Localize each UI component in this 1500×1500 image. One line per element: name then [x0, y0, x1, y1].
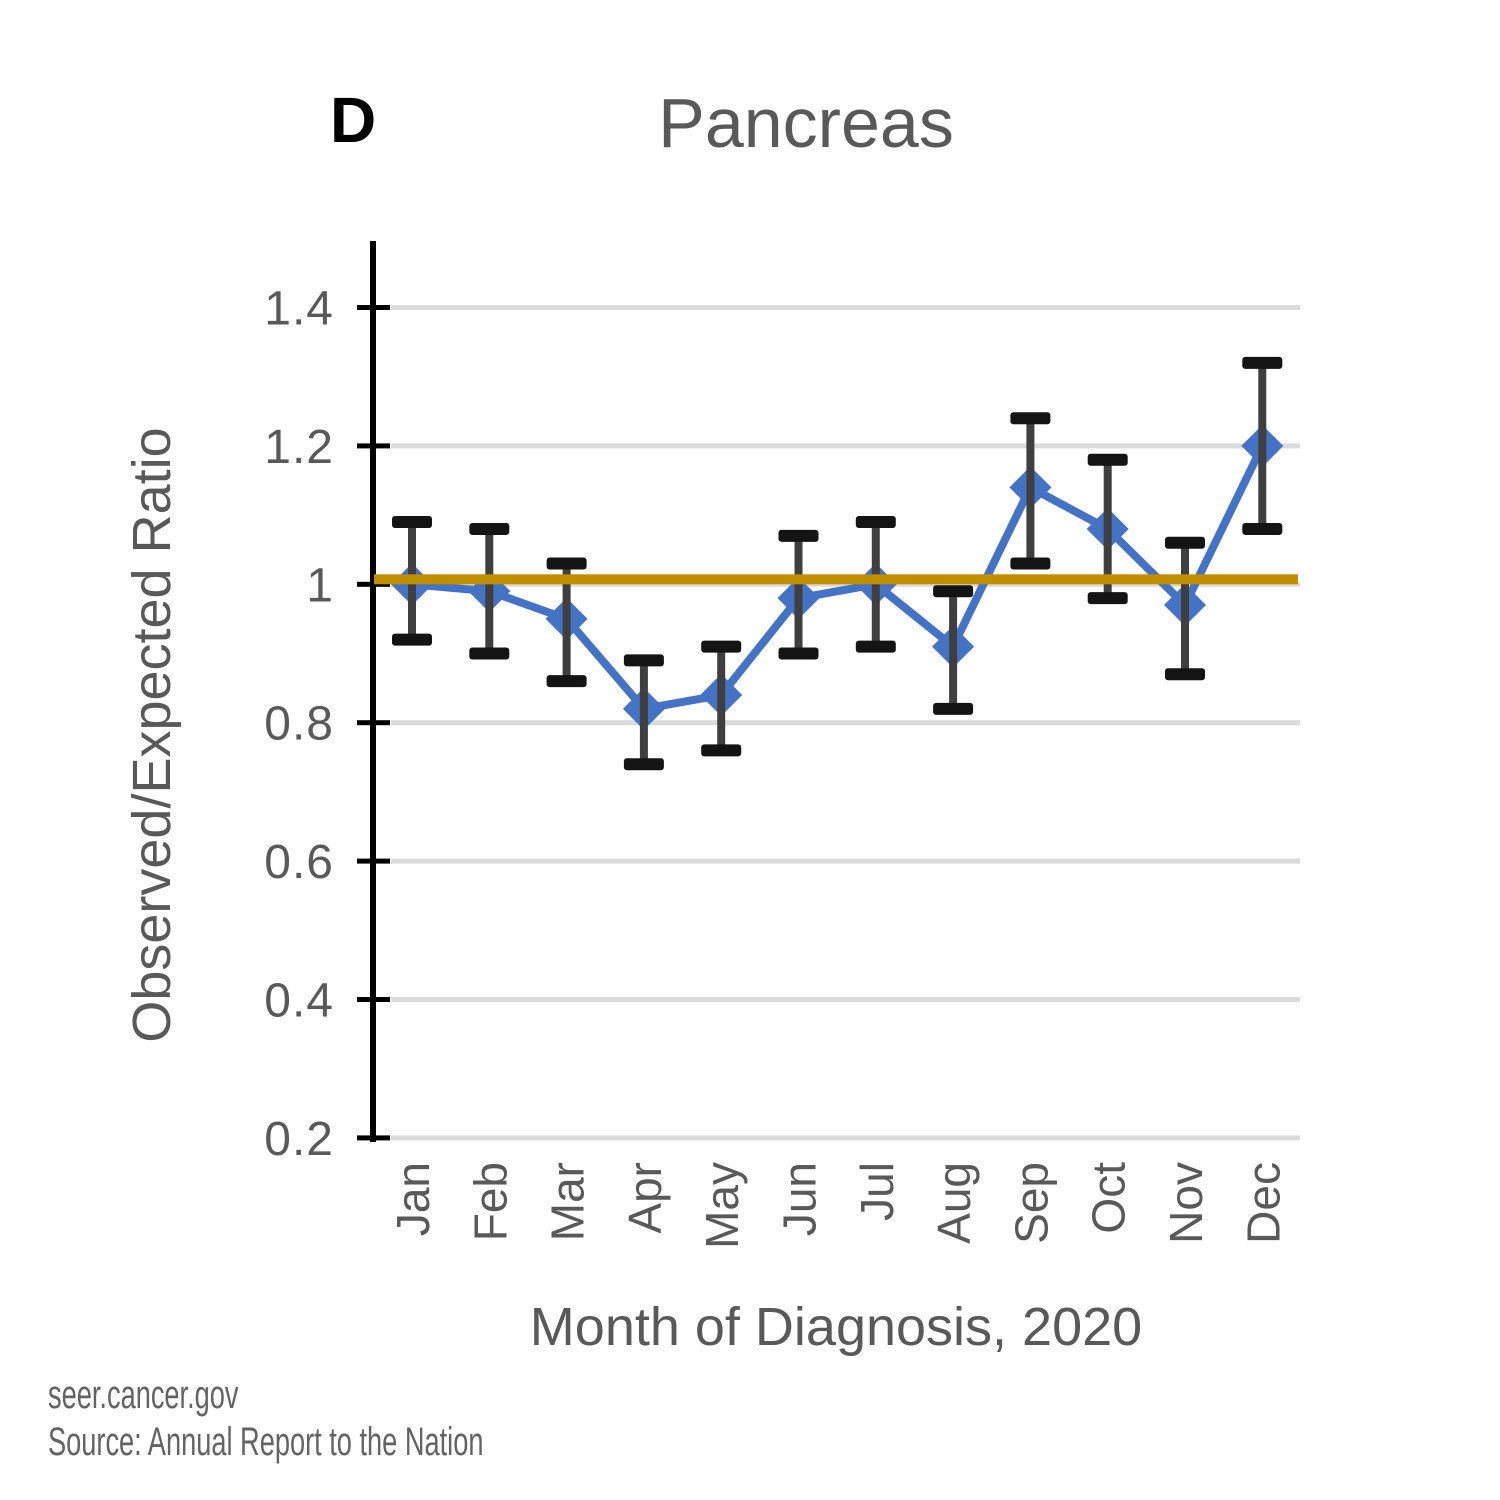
- y-axis-line: [370, 241, 376, 1142]
- y-tick-label: 0.2: [264, 1113, 334, 1166]
- error-bar-dec: [1258, 362, 1267, 529]
- y-axis-tick: [357, 581, 390, 587]
- x-tick-label: Jun: [774, 1162, 826, 1236]
- y-tick-label: 0.6: [264, 836, 334, 889]
- error-bar-cap: [1242, 356, 1283, 369]
- gridline: [391, 305, 1300, 310]
- error-bar-cap: [701, 640, 742, 653]
- y-axis-tick: [357, 858, 390, 864]
- x-axis-title: Month of Diagnosis, 2020: [529, 1297, 1143, 1357]
- y-axis-tick: [357, 1135, 390, 1141]
- error-bar-jul: [871, 522, 880, 647]
- y-axis-tick: [357, 443, 390, 449]
- error-bar-cap: [623, 654, 664, 667]
- error-bar-mar: [562, 563, 571, 682]
- error-bar-cap: [1165, 668, 1205, 681]
- x-tick-label: Aug: [928, 1162, 980, 1244]
- error-bar-apr: [639, 660, 648, 765]
- error-bar-cap: [855, 640, 896, 653]
- error-bar-cap: [701, 744, 742, 757]
- x-tick-label: Sep: [1005, 1162, 1057, 1244]
- error-bar-cap: [855, 516, 896, 529]
- error-bar-cap: [1010, 412, 1051, 425]
- error-bar-cap: [469, 647, 510, 660]
- error-bar-nov: [1181, 542, 1189, 675]
- error-bar-cap: [778, 529, 819, 542]
- footer-site-url: seer.cancer.gov: [48, 1373, 239, 1417]
- error-bar-may: [717, 646, 726, 751]
- reference-line: [374, 574, 1298, 585]
- error-bar-cap: [1087, 592, 1128, 605]
- error-bar-cap: [1242, 522, 1283, 535]
- y-axis-tick: [357, 720, 390, 726]
- error-bar-oct: [1103, 459, 1112, 599]
- error-bar-cap: [392, 516, 432, 529]
- y-axis-tick: [357, 997, 390, 1002]
- gridline: [391, 858, 1300, 864]
- error-bar-cap: [1087, 453, 1128, 466]
- error-bar-jun: [794, 535, 803, 654]
- error-bar-cap: [1165, 536, 1205, 549]
- x-tick-label: Jan: [387, 1162, 439, 1236]
- y-tick-label: 1: [306, 559, 334, 612]
- error-bar-cap: [623, 758, 664, 771]
- x-tick-label: Apr: [619, 1162, 671, 1234]
- panel-label: D: [330, 84, 377, 156]
- error-bar-cap: [933, 585, 974, 598]
- footer-source-line: Source: Annual Report to the Nation: [48, 1420, 484, 1464]
- x-tick-label: Nov: [1160, 1162, 1212, 1244]
- error-bar-cap: [778, 647, 819, 660]
- error-bar-cap: [546, 557, 587, 570]
- error-bar-cap: [933, 702, 974, 715]
- gridline: [391, 720, 1300, 726]
- y-tick-label: 1.4: [264, 283, 334, 336]
- error-bar-cap: [469, 522, 510, 535]
- x-tick-label: Dec: [1237, 1162, 1289, 1244]
- x-tick-label: Oct: [1083, 1162, 1135, 1234]
- x-tick-label: Feb: [464, 1162, 516, 1241]
- gridline: [391, 997, 1300, 1002]
- x-tick-label: May: [696, 1162, 748, 1249]
- error-bar-aug: [949, 591, 958, 709]
- y-tick-label: 1.2: [264, 421, 334, 474]
- gridline: [391, 1135, 1300, 1141]
- error-bar-cap: [1010, 557, 1051, 570]
- gridline: [391, 443, 1300, 449]
- error-bar-sep: [1026, 418, 1035, 564]
- chart-title: Pancreas: [658, 84, 954, 162]
- error-bar-feb: [485, 528, 494, 654]
- x-tick-label: Mar: [542, 1162, 594, 1241]
- footer: seer.cancer.gov Source: Annual Report to…: [48, 1372, 483, 1466]
- error-bar-cap: [392, 633, 432, 646]
- y-tick-label: 0.8: [264, 698, 334, 751]
- error-bar-cap: [546, 675, 587, 688]
- y-axis-tick: [357, 305, 390, 310]
- x-tick-label: Jul: [851, 1162, 903, 1221]
- y-tick-label: 0.4: [264, 975, 334, 1028]
